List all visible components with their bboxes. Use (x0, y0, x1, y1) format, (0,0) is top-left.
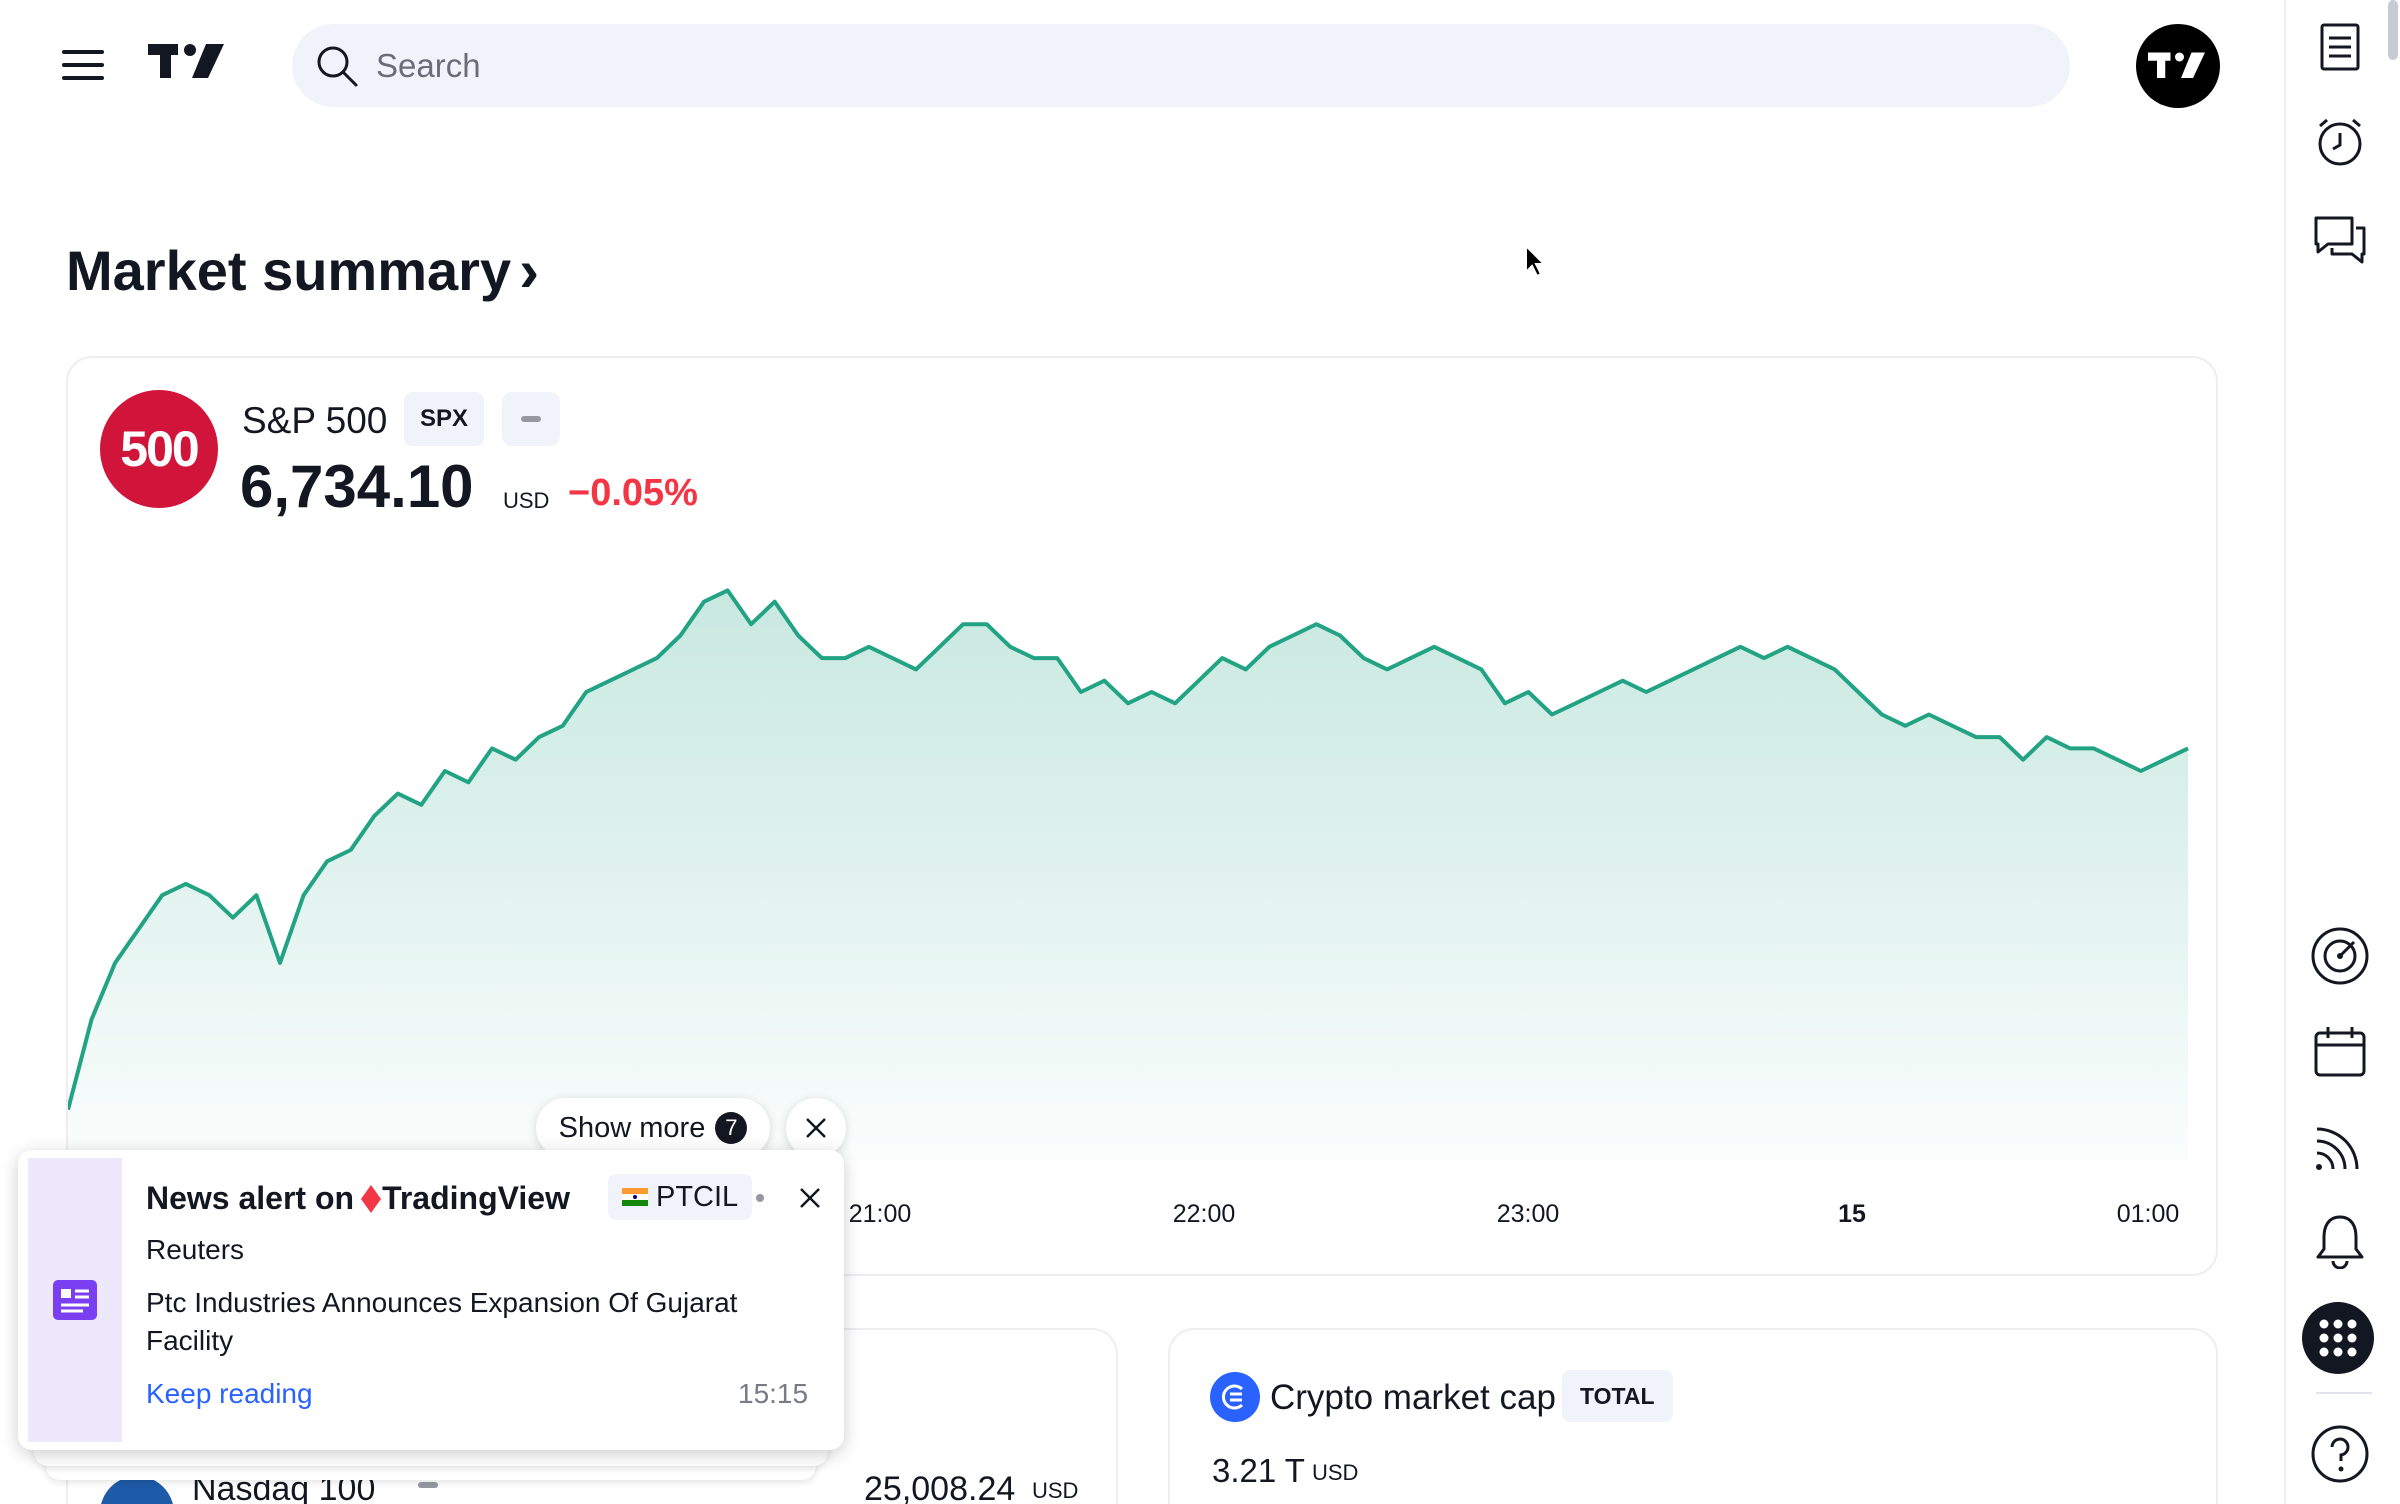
spx-summary-card[interactable] (66, 356, 2218, 1276)
notification-side-panel (28, 1158, 122, 1442)
chart-area-fill (68, 590, 2188, 1160)
crypto-currency: USD (1312, 1460, 1359, 1485)
symbol-name[interactable]: S&P 500 (242, 400, 388, 441)
spx-logo: 500 (100, 390, 218, 508)
notifications-bell-icon[interactable] (2308, 1208, 2372, 1272)
alarm-clock-icon[interactable] (2308, 110, 2372, 174)
crypto-value: 3.21 T (1212, 1452, 1305, 1489)
notification-title: News alert on TradingView (146, 1180, 570, 1217)
show-more-button[interactable]: Show more 7 (536, 1098, 770, 1158)
search-icon (317, 46, 358, 86)
notification-count-badge: 7 (715, 1112, 748, 1144)
menu-bar (62, 50, 104, 54)
ticker-badge[interactable]: SPX (404, 392, 485, 446)
x-tick-label: 15 (1838, 1200, 1866, 1228)
separator-dot (756, 1194, 764, 1202)
menu-button[interactable] (62, 50, 104, 80)
notification-ticker: PTCIL (656, 1180, 739, 1213)
crypto-symbol-name[interactable]: Crypto market cap (1270, 1378, 1556, 1417)
market-status-badge[interactable] (502, 392, 560, 446)
feed-icon[interactable] (2308, 1114, 2372, 1178)
x-tick-label: 21:00 (848, 1200, 912, 1228)
dash-icon (521, 416, 541, 422)
search-input[interactable] (376, 46, 1876, 85)
notification-title-brand: TradingView (382, 1180, 570, 1216)
page-scrollbar[interactable] (2388, 0, 2398, 60)
chart-series-line (68, 588, 2189, 1111)
news-alert-toast[interactable]: News alert on TradingView PTCIL Reuters … (18, 1150, 844, 1450)
help-icon[interactable] (2308, 1422, 2372, 1486)
ndx-price: 25,008.24 (864, 1470, 1016, 1504)
india-flag-icon (622, 1188, 648, 1206)
chevron-right-icon: › (519, 237, 540, 304)
calendar-icon[interactable] (2308, 1020, 2372, 1084)
price-chart[interactable] (68, 560, 2218, 1160)
news-timestamp: 15:15 (738, 1378, 809, 1409)
x-tick-label: 01:00 (2116, 1200, 2180, 1228)
notification-title-prefix: News alert on (146, 1180, 355, 1216)
search-bar[interactable] (292, 24, 2070, 107)
price-change: −0.05% (568, 472, 698, 514)
market-summary-link[interactable]: Market summary › (66, 236, 539, 305)
right-sidebar (2284, 0, 2400, 1504)
close-icon (806, 1118, 826, 1138)
news-source: Reuters (146, 1234, 245, 1265)
screener-target-icon[interactable] (2308, 924, 2372, 988)
news-headline[interactable]: Ptc Industries Announces Expansion Of Gu… (146, 1287, 738, 1356)
mouse-cursor-icon (1525, 244, 1547, 278)
menu-bar (62, 76, 104, 80)
crypto-summary-card[interactable] (1168, 1328, 2218, 1504)
x-tick-label: 22:00 (1172, 1200, 1236, 1228)
ndx-currency: USD (1032, 1478, 1079, 1503)
keep-reading-link[interactable]: Keep reading (146, 1378, 313, 1409)
close-all-button[interactable] (786, 1098, 846, 1158)
price-currency: USD (503, 488, 550, 513)
close-icon (800, 1188, 820, 1208)
page-title: Market summary (66, 239, 512, 302)
x-tick-label: 23:00 (1496, 1200, 1560, 1228)
apps-grid-icon[interactable] (2302, 1302, 2374, 1374)
user-avatar[interactable] (2136, 24, 2220, 108)
diamond-icon (361, 1184, 382, 1213)
symbol-price: 6,734.10 (240, 453, 474, 520)
notification-ticker-badge[interactable]: PTCIL (608, 1174, 753, 1220)
tradingview-avatar-logo-icon (2148, 52, 2205, 78)
show-more-label: Show more (558, 1111, 706, 1144)
watchlist-icon[interactable] (2308, 16, 2372, 80)
crypto-ticker-badge[interactable]: TOTAL (1562, 1370, 1673, 1422)
news-article-icon (53, 1280, 97, 1320)
crypto-market-cap-icon (1210, 1372, 1260, 1422)
notification-close-button[interactable] (790, 1178, 830, 1218)
market-status-badge (418, 1482, 438, 1488)
menu-bar (62, 63, 104, 67)
tradingview-logo[interactable] (148, 42, 228, 82)
chat-icon[interactable] (2308, 208, 2372, 272)
sidebar-divider (2316, 1392, 2372, 1394)
